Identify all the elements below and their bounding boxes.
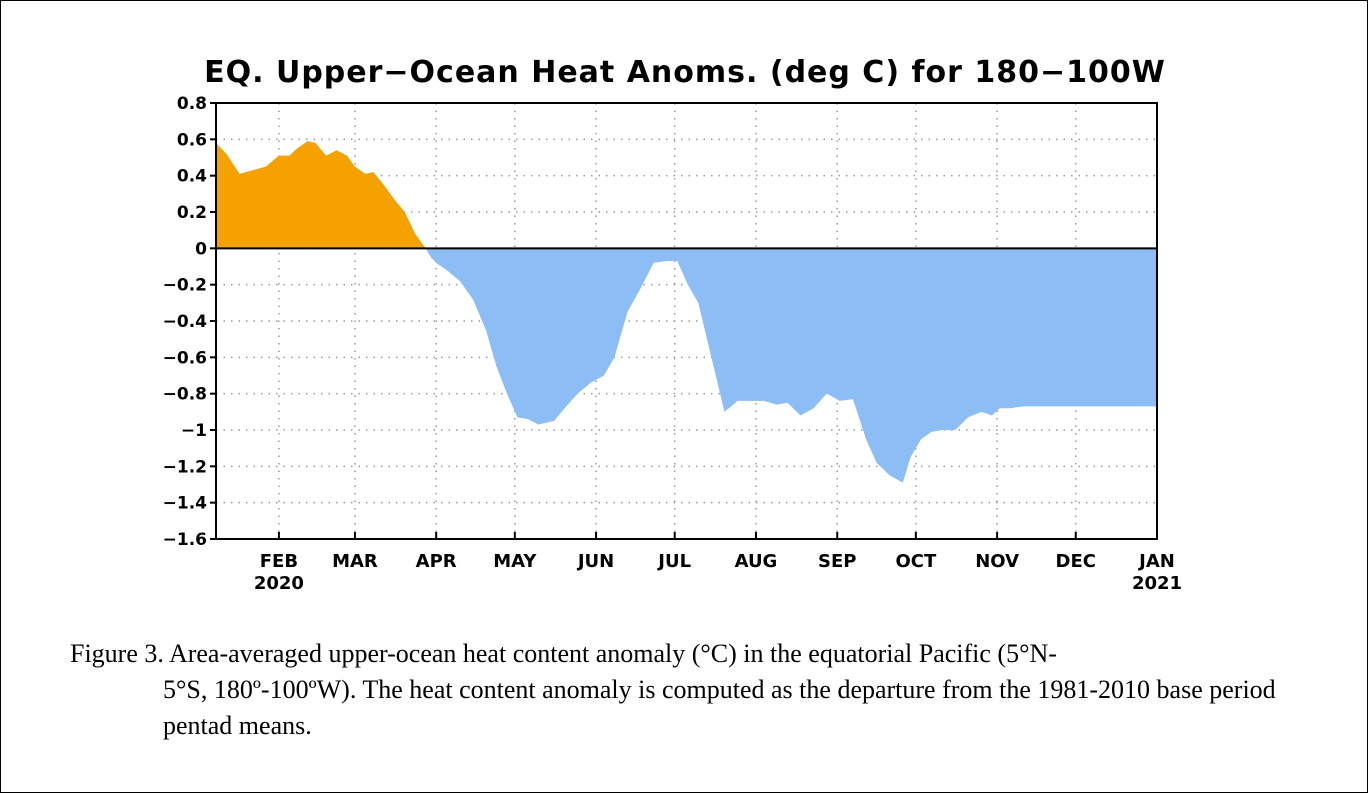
x-tick-label: FEB: [260, 551, 298, 572]
x-tick-label: JUN: [576, 551, 614, 572]
x-tick-label: SEP: [818, 551, 856, 572]
y-tick-label: −0.4: [163, 312, 208, 332]
figure-caption: Figure 3. Area-averaged upper-ocean heat…: [70, 636, 1310, 744]
y-tick-label: −0.8: [163, 385, 207, 405]
x-tick-label: NOV: [975, 551, 1019, 572]
x-tick-label: APR: [416, 551, 457, 572]
negative-anomaly-area: [216, 248, 1157, 483]
y-tick-label: −1: [181, 421, 207, 441]
heat-anomaly-chart: EQ. Upper−Ocean Heat Anoms. (deg C) for …: [163, 55, 1182, 594]
y-tick-label: 0: [195, 239, 207, 259]
x-tick-year-label: 2021: [1132, 573, 1182, 594]
y-tick-label: −1.2: [163, 457, 207, 477]
positive-anomaly-area: [216, 141, 1157, 249]
chart-title: EQ. Upper−Ocean Heat Anoms. (deg C) for …: [204, 55, 1166, 90]
x-tick-label: JUL: [656, 551, 691, 572]
caption-continuation: 5°S, 180º-100ºW). The heat content anoma…: [163, 675, 1276, 740]
x-tick-label: DEC: [1056, 551, 1096, 572]
y-tick-label: 0.8: [177, 94, 207, 114]
y-tick-label: −0.6: [163, 348, 207, 368]
x-tick-label: OCT: [895, 551, 937, 572]
y-tick-label: −1.4: [163, 494, 208, 514]
x-tick-label: AUG: [735, 551, 778, 572]
x-tick-year-label: 2020: [254, 573, 304, 594]
y-tick-label: −1.6: [163, 530, 207, 550]
x-tick-label: JAN: [1137, 551, 1175, 572]
y-tick-label: 0.6: [177, 130, 207, 150]
x-tick-label: MAY: [493, 551, 537, 572]
y-tick-label: 0.4: [177, 167, 207, 187]
x-tick-label: MAR: [332, 551, 378, 572]
y-tick-label: 0.2: [177, 203, 207, 223]
caption-line-1: Figure 3. Area-averaged upper-ocean heat…: [70, 639, 1057, 668]
y-tick-label: −0.2: [163, 276, 207, 296]
